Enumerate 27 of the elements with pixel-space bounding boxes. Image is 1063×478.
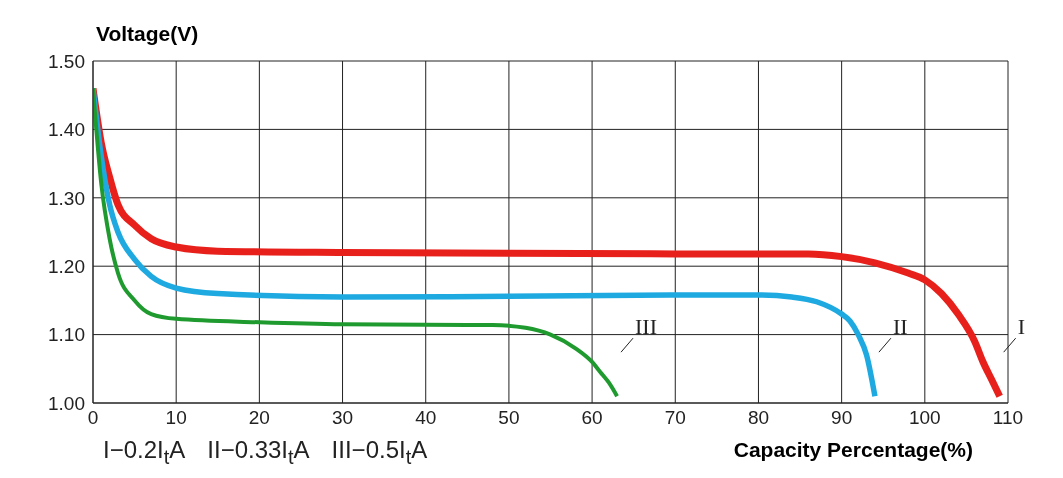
x-tick-label: 30 <box>331 407 354 429</box>
y-tick-label: 1.10 <box>48 324 85 346</box>
line-series <box>93 86 620 399</box>
series-label: II <box>892 314 908 340</box>
text: III−0.5I$_{t}$A <box>331 436 428 469</box>
y-tick-label: 1.00 <box>48 392 85 414</box>
series-label: I <box>1017 314 1026 340</box>
x-tick-label: 0 <box>87 407 99 429</box>
y-tick-label: 1.20 <box>48 255 85 277</box>
text: II−0.33I$_{t}$A <box>207 436 310 469</box>
x-tick-label: 40 <box>415 407 437 429</box>
y-tick-label: 1.40 <box>48 119 85 141</box>
x-tick-label: 70 <box>664 407 686 429</box>
x-tick-label: 20 <box>248 407 270 429</box>
x-tick-label: 90 <box>831 407 853 429</box>
x-tick-label: 100 <box>908 407 941 429</box>
text: III <box>635 314 658 340</box>
x-axis-title: Capacity Percentage(%) <box>733 438 973 462</box>
y-tick-label: 1.30 <box>48 187 85 209</box>
text: I−0.2I$_{t}$A <box>103 436 186 469</box>
y-tick-label: 1.50 <box>48 50 85 72</box>
x-tick-label: 80 <box>747 407 770 429</box>
x-tick-label: 60 <box>581 407 603 429</box>
x-tick-label: 50 <box>498 407 520 429</box>
x-tick-label: 10 <box>165 407 187 429</box>
x-tick-label: 110 <box>992 407 1024 429</box>
y-axis-title: Voltage(V) <box>96 22 199 46</box>
